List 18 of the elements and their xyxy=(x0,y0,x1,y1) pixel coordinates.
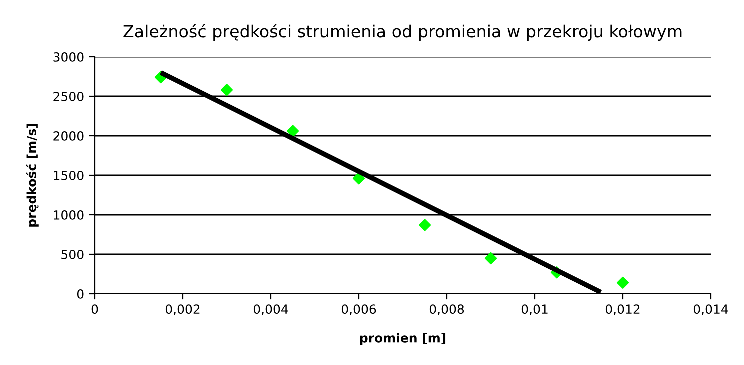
y-tick-label: 0 xyxy=(77,289,84,299)
y-tick-label: 2000 xyxy=(54,131,84,141)
y-tick-label: 2500 xyxy=(54,92,84,102)
y-tick-label: 1500 xyxy=(54,170,84,180)
y-axis-title: prędkość [m/s] xyxy=(26,124,39,227)
x-tick-label: 0,002 xyxy=(166,304,200,316)
y-tick-label: 1000 xyxy=(54,210,84,220)
x-tick-label: 0,004 xyxy=(254,304,288,316)
x-tick-label: 0,014 xyxy=(694,304,728,316)
x-tick-label: 0,01 xyxy=(522,304,548,316)
x-tick-label: 0,006 xyxy=(342,304,376,316)
x-tick-label: 0 xyxy=(92,304,98,314)
x-tick-label: 0,012 xyxy=(606,304,640,316)
chart-title: Zależność prędkości strumienia od promienia w przekroju kołowym xyxy=(124,24,682,42)
y-tick-label: 500 xyxy=(62,250,84,260)
x-tick-label: 0,008 xyxy=(430,304,464,316)
y-tick-label: 3000 xyxy=(54,52,84,62)
x-axis-title: promien [m] xyxy=(360,333,446,346)
